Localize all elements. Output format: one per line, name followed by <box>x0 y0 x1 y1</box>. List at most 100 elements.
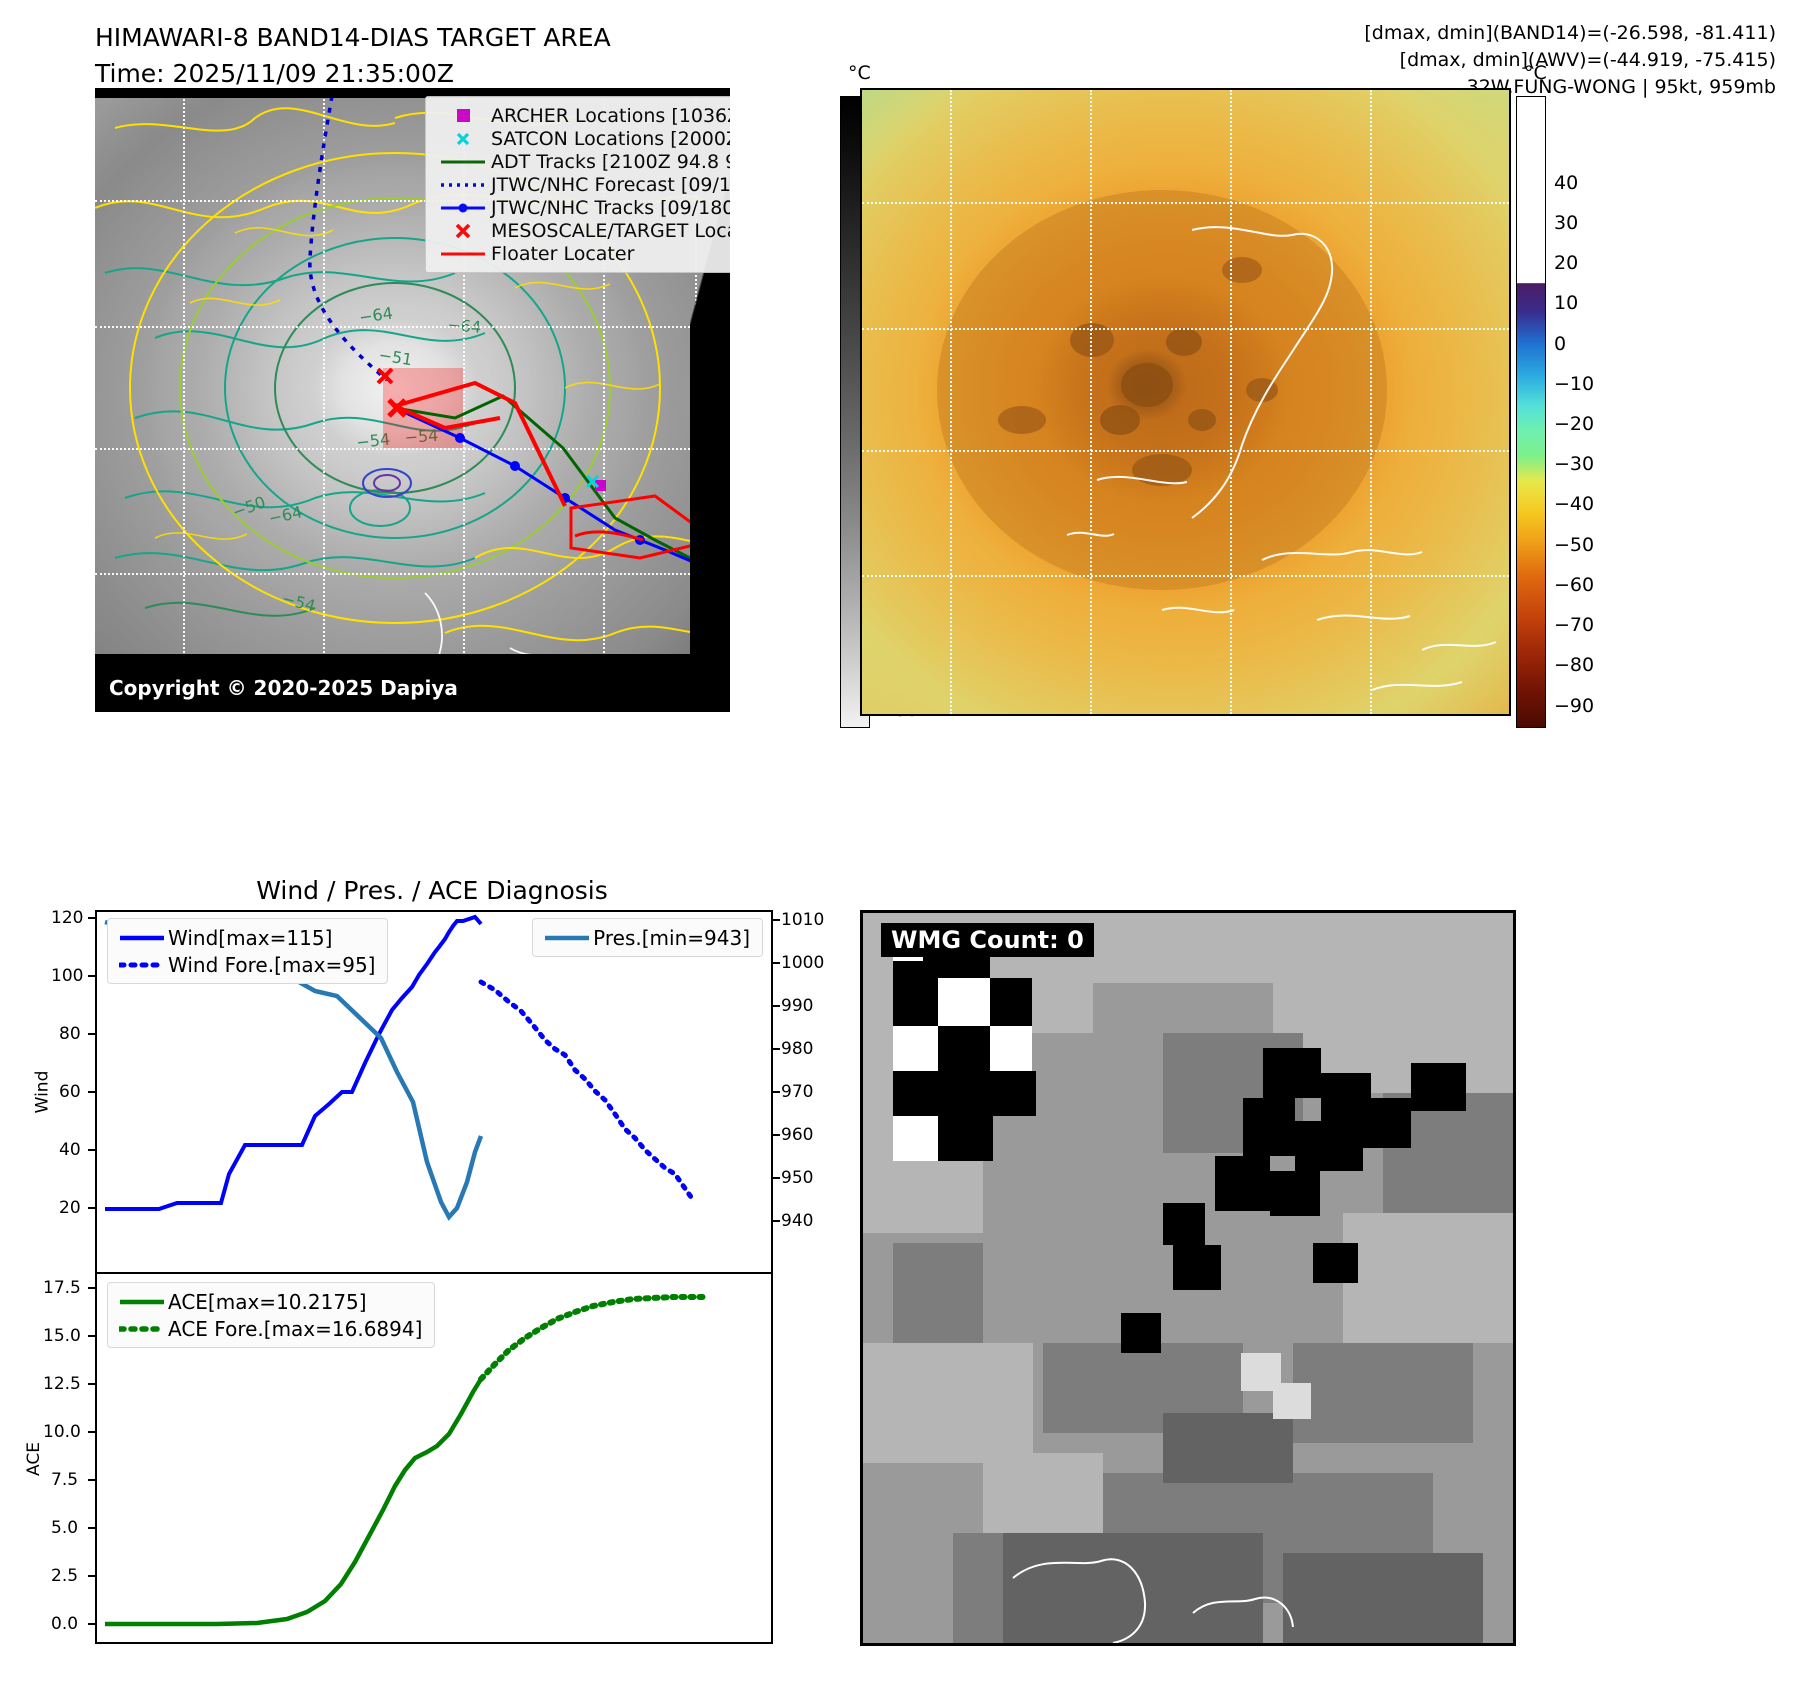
legend-label: Floater Locater <box>491 242 635 265</box>
legend-label: SATCON Locations [2000Z 88 954] <box>491 127 730 150</box>
blue-dotted-line-icon <box>435 180 491 190</box>
cb-tick: −30 <box>1554 453 1595 475</box>
wind-axis-label: Wind <box>32 1070 53 1114</box>
ace-ytick: 10.0 <box>43 1422 81 1442</box>
himawari-band14-map[interactable]: −64 −64 −64 −54 −51 −54 −54 −50 <box>95 88 730 712</box>
wind-pressure-chart[interactable]: 120 100 80 60 40 20 Wind 1010 1000 990 9… <box>32 908 877 1276</box>
legend-item-adt-tracks: ADT Tracks [2100Z 94.8 953.7] <box>435 150 730 173</box>
cb-tick: 40 <box>1554 172 1579 194</box>
wmg-grid-cells <box>863 913 1513 1643</box>
wind-line-icon <box>116 933 168 943</box>
pres-ytick: 1010 <box>781 910 825 930</box>
storm-track-overlay <box>308 95 722 576</box>
svg-text:−64: −64 <box>358 303 394 327</box>
ace-ytick: 15.0 <box>43 1326 81 1346</box>
legend-item-wind: Wind[max=115] <box>116 924 375 951</box>
longitude-gridline <box>323 88 325 712</box>
ace-ytick: 17.5 <box>43 1278 81 1298</box>
legend-label: ADT Tracks [2100Z 94.8 953.7] <box>491 150 730 173</box>
wind-ytick: 120 <box>51 908 84 928</box>
adt-track <box>394 394 722 576</box>
legend-item-ace: ACE[max=10.2175] <box>116 1288 422 1315</box>
blue-line-dot-icon <box>435 202 491 214</box>
map-legend[interactable]: ARCHER Locations [1036Z] SATCON Location… <box>425 96 730 273</box>
latitude-gridline <box>95 573 730 575</box>
title-line-1: HIMAWARI-8 BAND14-DIAS TARGET AREA <box>95 23 611 52</box>
satcon-location-marker <box>585 474 600 489</box>
wind-pres-ace-title: Wind / Pres. / ACE Diagnosis <box>256 876 608 905</box>
legend-item-floater-locater: Floater Locater <box>435 242 730 265</box>
pressure-legend[interactable]: Pres.[min=943] <box>532 918 763 957</box>
red-line-icon <box>435 249 491 259</box>
magenta-square-icon <box>435 109 491 122</box>
svg-text:−54: −54 <box>404 426 439 447</box>
latitude-gridline <box>95 448 730 450</box>
legend-item-archer: ARCHER Locations [1036Z] <box>435 104 730 127</box>
pres-ytick: 940 <box>781 1211 814 1231</box>
ir-enhanced-map[interactable]: 20°N 18°N 16°N 14°N 12°N 116°E 118°E 120… <box>860 88 1511 716</box>
satellite-enhanced-imagery <box>862 90 1509 714</box>
pres-ytick: 950 <box>781 1168 814 1188</box>
legend-item-wind-forecast: Wind Fore.[max=95] <box>116 951 375 978</box>
cb-tick: −70 <box>1554 614 1595 636</box>
legend-item-satcon: SATCON Locations [2000Z 88 954] <box>435 127 730 150</box>
wind-ytick: 80 <box>59 1024 81 1044</box>
temperature-colorbar-ir: 40 30 20 10 0 −10 −20 −30 −40 −50 −60 −7… <box>1516 96 1594 728</box>
cb-tick: −10 <box>1554 373 1595 395</box>
legend-label: ACE[max=10.2175] <box>168 1289 367 1314</box>
wind-forecast-dotted-icon <box>116 960 168 970</box>
ace-ytick: 2.5 <box>51 1566 79 1586</box>
archer-location-marker <box>595 480 606 491</box>
copyright-notice: Copyright © 2020-2025 Dapiya <box>109 676 458 700</box>
legend-item-mesoscale-target: MESOSCALE/TARGET Location <box>435 219 730 242</box>
cb-tick: −80 <box>1554 654 1595 676</box>
ir-detail-overlay <box>937 190 1497 691</box>
ace-forecast-line <box>478 1294 710 1382</box>
legend-label: Wind[max=115] <box>168 925 333 950</box>
legend-label: Wind Fore.[max=95] <box>168 952 376 977</box>
ace-ytick: 5.0 <box>51 1518 79 1538</box>
longitude-gridline <box>1090 90 1092 714</box>
storm-info-header: [dmax, dmin](BAND14)=(-26.598, -81.411) … <box>1364 20 1776 101</box>
pres-ytick: 1000 <box>781 953 825 973</box>
pres-ytick: 960 <box>781 1125 814 1145</box>
cb-tick: −20 <box>1554 413 1595 435</box>
wind-ytick: 20 <box>59 1198 81 1218</box>
green-line-icon <box>435 157 491 167</box>
latitude-gridline <box>95 200 730 202</box>
longitude-gridline <box>463 88 465 712</box>
longitude-gridline <box>1230 90 1232 714</box>
wind-ytick: 40 <box>59 1140 81 1160</box>
legend-label: Pres.[min=943] <box>593 925 750 950</box>
wind-legend[interactable]: Wind[max=115] Wind Fore.[max=95] <box>107 918 389 984</box>
dmax-band14: [dmax, dmin](BAND14)=(-26.598, -81.411) <box>1364 22 1776 44</box>
ace-legend[interactable]: ACE[max=10.2175] ACE Fore.[max=16.6894] <box>107 1282 436 1348</box>
legend-label: ARCHER Locations [1036Z] <box>491 104 730 127</box>
pressure-line-icon <box>541 933 593 943</box>
legend-item-pressure: Pres.[min=943] <box>541 924 750 951</box>
image-border-top <box>95 88 730 98</box>
latitude-gridline <box>862 328 1509 330</box>
ace-line-icon <box>116 1297 168 1307</box>
longitude-gridline <box>950 90 952 714</box>
colorbar-unit-right: °C <box>1524 62 1547 84</box>
wind-forecast-line <box>478 979 694 1200</box>
top-left-title: HIMAWARI-8 BAND14-DIAS TARGET AREA Time:… <box>95 20 611 93</box>
ace-ytick: 12.5 <box>43 1374 81 1394</box>
ace-axis-label: ACE <box>23 1442 44 1476</box>
latitude-gridline <box>862 575 1509 577</box>
cb-tick: 0 <box>1554 333 1567 355</box>
wmg-cloud-cluster-map[interactable]: WMG Count: 0 <box>860 910 1516 1646</box>
cb-tick: 20 <box>1554 252 1579 274</box>
cb-tick: 10 <box>1554 292 1579 314</box>
wind-ytick: 100 <box>51 966 84 986</box>
coastlines <box>1066 226 1497 691</box>
ace-forecast-dotted-icon <box>116 1324 168 1334</box>
floater-locater-polygon <box>394 380 719 560</box>
ace-chart[interactable]: 17.5 15.0 12.5 10.0 7.5 5.0 2.5 0.0 ACE … <box>24 1272 773 1644</box>
legend-label: ACE Fore.[max=16.6894] <box>168 1316 423 1341</box>
image-border-bottom <box>95 654 730 712</box>
ace-series <box>105 1294 710 1627</box>
longitude-gridline <box>183 88 185 712</box>
legend-label: MESOSCALE/TARGET Location <box>491 219 730 242</box>
